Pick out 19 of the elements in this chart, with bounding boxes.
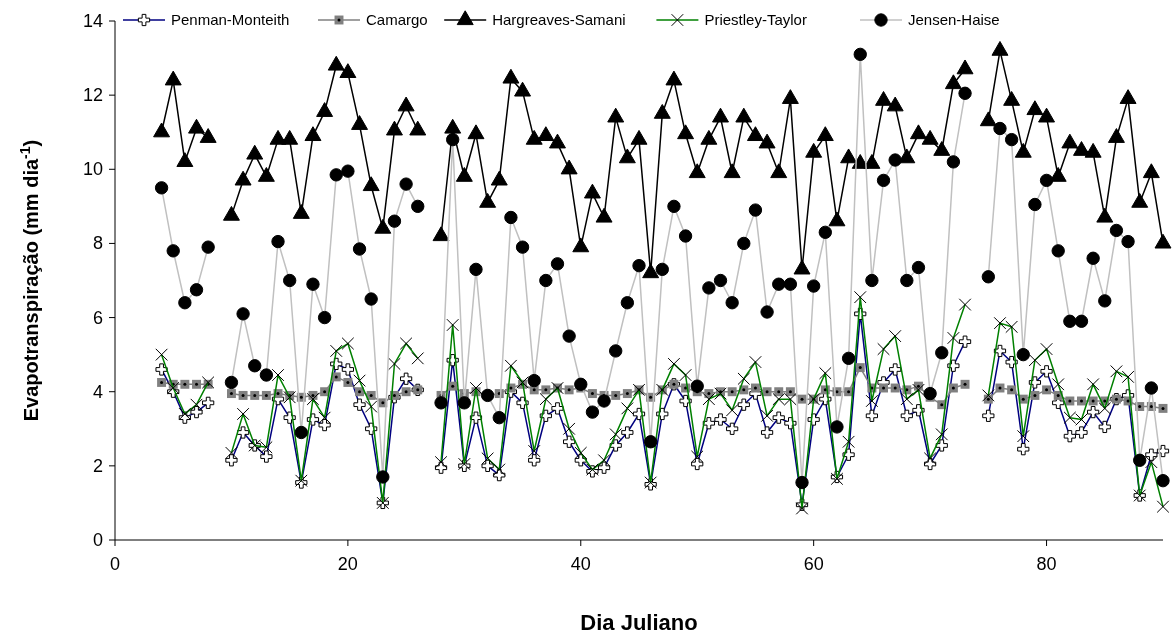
x-tick-label: 60 — [803, 554, 824, 574]
x-tick-label: 80 — [1036, 554, 1057, 574]
y-tick-label: 4 — [92, 381, 103, 402]
legend-label: Priestley-Taylor — [704, 11, 807, 28]
y-tick-label: 14 — [82, 11, 103, 31]
legend-label: Jensen-Haise — [908, 11, 1000, 28]
legend-label: Penman-Monteith — [171, 11, 290, 28]
x-tick-label: 40 — [570, 554, 591, 574]
y-tick-label: 8 — [92, 233, 103, 254]
y-tick-label: 10 — [82, 159, 103, 180]
y-tick-label: 0 — [92, 530, 103, 550]
legend-label: Hargreaves-Samani — [492, 11, 626, 28]
x-tick-label: 20 — [337, 554, 358, 574]
legend-label: Camargo — [366, 11, 428, 28]
x-tick-label: 0 — [109, 554, 121, 574]
y-tick-label: 2 — [92, 455, 103, 476]
y-tick-label: 12 — [82, 85, 103, 106]
y-tick-label: 6 — [92, 307, 103, 328]
x-axis-title: Dia Juliano — [580, 610, 698, 635]
